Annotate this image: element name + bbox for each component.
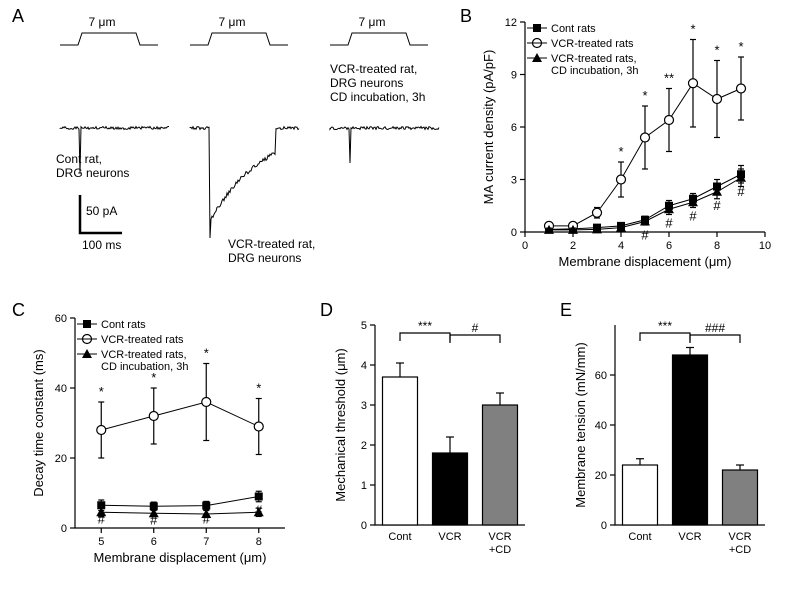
svg-text:5: 5 <box>98 536 104 548</box>
svg-text:VCR: VCR <box>438 531 461 543</box>
svg-text:#: # <box>203 512 211 527</box>
svg-text:40: 40 <box>55 383 67 395</box>
panel-d-svg: 0 1 2 3 4 5 Mechanical threshold (μm) Cont VCR VC… <box>325 300 550 590</box>
svg-text:6: 6 <box>511 122 517 134</box>
svg-text:Membrane tension (mN/mm): Membrane tension (mN/mm) <box>573 342 588 507</box>
svg-text:12: 12 <box>505 17 517 29</box>
svg-text:Cont rats: Cont rats <box>551 23 596 35</box>
svg-text:9: 9 <box>511 70 517 82</box>
svg-text:0: 0 <box>361 520 367 532</box>
svg-text:5: 5 <box>361 320 367 332</box>
svg-text:Membrane displacement (μm): Membrane displacement (μm) <box>559 254 732 269</box>
svg-text:8: 8 <box>714 240 720 252</box>
svg-text:Cont: Cont <box>388 531 411 543</box>
svg-text:6: 6 <box>666 240 672 252</box>
svg-text:2: 2 <box>361 440 367 452</box>
svg-text:VCR: VCR <box>488 531 511 543</box>
svg-text:***: *** <box>658 319 672 333</box>
svg-text:DRG neurons: DRG neurons <box>56 166 129 180</box>
svg-text:7: 7 <box>203 536 209 548</box>
svg-text:DRG neurons: DRG neurons <box>228 251 301 265</box>
svg-text:+CD: +CD <box>489 544 511 556</box>
svg-text:#: # <box>737 184 745 199</box>
svg-text:100 ms: 100 ms <box>82 238 121 252</box>
svg-text:Mechanical threshold (μm): Mechanical threshold (μm) <box>333 348 348 501</box>
svg-text:60: 60 <box>595 370 607 382</box>
svg-text:#: # <box>255 503 263 518</box>
svg-text:Membrane displacement (μm): Membrane displacement (μm) <box>94 550 267 565</box>
svg-text:VCR-treated rat,: VCR-treated rat, <box>330 62 417 76</box>
svg-text:6: 6 <box>151 536 157 548</box>
svg-text:3: 3 <box>361 400 367 412</box>
svg-text:***: *** <box>418 319 432 333</box>
svg-text:#: # <box>689 208 697 223</box>
svg-text:*: * <box>99 384 104 399</box>
svg-text:DRG neurons: DRG neurons <box>330 76 403 90</box>
svg-text:3: 3 <box>511 175 517 187</box>
svg-text:*: * <box>204 346 209 361</box>
panel-b-svg: 0 2 4 6 8 10 0 3 6 9 12 Membrane displacement (μm) M… <box>470 4 790 284</box>
svg-text:*: * <box>618 144 623 159</box>
svg-text:VCR-treated rats: VCR-treated rats <box>551 38 634 50</box>
svg-text:10: 10 <box>759 240 771 252</box>
svg-text:VCR-treated rat,: VCR-treated rat, <box>228 237 315 251</box>
svg-text:0: 0 <box>511 227 517 239</box>
svg-text:MA current density (pA/pF): MA current density (pA/pF) <box>481 50 496 205</box>
svg-text:60: 60 <box>55 313 67 325</box>
svg-text:VCR-treated rats: VCR-treated rats <box>101 334 184 346</box>
svg-text:#: # <box>665 215 673 230</box>
svg-text:CD incubation, 3h: CD incubation, 3h <box>101 361 188 373</box>
svg-text:#: # <box>713 198 721 213</box>
svg-text:CD incubation, 3h: CD incubation, 3h <box>330 90 425 104</box>
svg-text:Decay time constant (ms): Decay time constant (ms) <box>31 349 46 496</box>
svg-text:1: 1 <box>361 480 367 492</box>
svg-text:VCR: VCR <box>728 531 751 543</box>
svg-text:Cont rats: Cont rats <box>101 319 146 331</box>
svg-text:VCR-treated rats,: VCR-treated rats, <box>551 53 637 65</box>
svg-text:*: * <box>690 22 695 37</box>
panel-c-svg: 5 6 7 8 0 20 40 60 Membrane displacement (μm) Dec… <box>20 300 310 590</box>
svg-text:20: 20 <box>595 470 607 482</box>
svg-text:CD incubation, 3h: CD incubation, 3h <box>551 65 638 77</box>
svg-text:4: 4 <box>618 240 624 252</box>
svg-text:*: * <box>738 39 743 54</box>
svg-text:**: ** <box>664 71 674 86</box>
svg-text:Cont rat,: Cont rat, <box>56 152 102 166</box>
svg-text:7 μm: 7 μm <box>219 15 246 29</box>
svg-text:2: 2 <box>570 240 576 252</box>
svg-text:0: 0 <box>522 240 528 252</box>
svg-text:+CD: +CD <box>729 544 751 556</box>
svg-text:*: * <box>256 381 261 396</box>
svg-text:0: 0 <box>601 520 607 532</box>
svg-text:Cont: Cont <box>628 531 651 543</box>
svg-text:VCR: VCR <box>678 531 701 543</box>
svg-text:50 pA: 50 pA <box>86 204 117 218</box>
svg-text:40: 40 <box>595 420 607 432</box>
svg-text:VCR-treated rats,: VCR-treated rats, <box>101 349 187 361</box>
panel-a-svg: 7 μmCont rat,DRG neurons7 μmVCR-treated … <box>20 8 450 288</box>
svg-text:7 μm: 7 μm <box>89 15 116 29</box>
svg-text:20: 20 <box>55 453 67 465</box>
svg-text:#: # <box>472 321 479 335</box>
svg-text:#: # <box>641 228 649 243</box>
svg-text:0: 0 <box>61 523 67 535</box>
svg-text:4: 4 <box>361 360 367 372</box>
svg-text:*: * <box>642 88 647 103</box>
panel-e-svg: 0 20 40 60 Membrane tension (mN/mm) Cont VCR VC… <box>565 300 790 590</box>
svg-text:*: * <box>714 43 719 58</box>
svg-text:7 μm: 7 μm <box>359 15 386 29</box>
svg-text:###: ### <box>705 321 725 335</box>
svg-text:#: # <box>150 512 158 527</box>
svg-text:8: 8 <box>256 536 262 548</box>
svg-text:#: # <box>98 511 106 526</box>
